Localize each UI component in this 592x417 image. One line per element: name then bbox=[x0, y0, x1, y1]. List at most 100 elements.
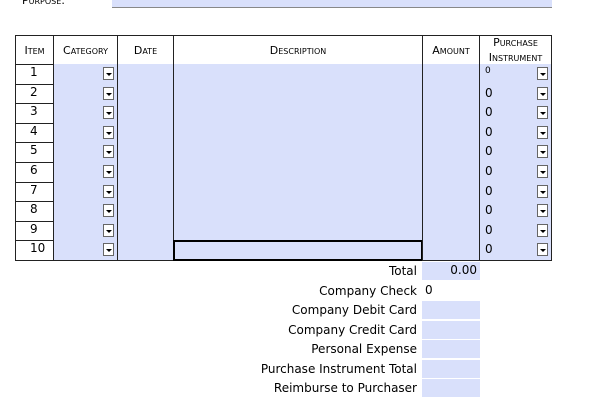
date-cell[interactable] bbox=[117, 220, 174, 242]
item-cell: 4 bbox=[15, 122, 54, 144]
description-cell[interactable] bbox=[173, 64, 423, 85]
summary-value[interactable] bbox=[422, 379, 480, 398]
amount-cell[interactable] bbox=[422, 201, 480, 222]
summary-value[interactable] bbox=[422, 301, 480, 320]
header-cell: Date bbox=[117, 35, 174, 65]
description-cell[interactable] bbox=[173, 162, 423, 183]
category-cell[interactable] bbox=[53, 201, 118, 222]
dropdown-arrow[interactable] bbox=[537, 243, 548, 257]
date-cell[interactable] bbox=[117, 64, 174, 85]
header-cell: Purchase Instrument bbox=[479, 35, 552, 65]
date-cell[interactable] bbox=[117, 83, 174, 105]
dropdown-arrow[interactable] bbox=[537, 145, 548, 159]
summary-value[interactable]: 0.00 bbox=[422, 262, 480, 281]
dropdown-arrow[interactable] bbox=[103, 125, 114, 139]
header-text: Purchase bbox=[493, 36, 538, 49]
dropdown-arrow[interactable] bbox=[103, 204, 114, 218]
summary-label: Total bbox=[388, 264, 417, 278]
instrument-cell[interactable]: 0 bbox=[479, 64, 552, 85]
category-cell[interactable] bbox=[53, 181, 118, 203]
dropdown-arrow[interactable] bbox=[537, 165, 548, 178]
summary-value[interactable] bbox=[422, 340, 480, 359]
dropdown-arrow[interactable] bbox=[103, 145, 114, 159]
category-cell[interactable] bbox=[53, 162, 118, 183]
summary-value[interactable] bbox=[422, 359, 480, 379]
header-cell: Amount bbox=[422, 35, 480, 65]
category-cell[interactable] bbox=[53, 142, 118, 163]
amount-cell[interactable] bbox=[422, 162, 480, 183]
instrument-cell[interactable]: 0 bbox=[479, 83, 552, 105]
category-cell[interactable] bbox=[53, 83, 118, 105]
date-cell[interactable] bbox=[117, 142, 174, 163]
date-cell[interactable] bbox=[117, 122, 174, 144]
purpose-field[interactable] bbox=[112, 0, 552, 8]
dropdown-arrow[interactable] bbox=[103, 243, 114, 257]
dropdown-arrow[interactable] bbox=[103, 223, 114, 237]
category-cell[interactable] bbox=[53, 103, 118, 124]
description-cell[interactable] bbox=[173, 122, 423, 144]
instrument-cell[interactable]: 0 bbox=[479, 220, 552, 242]
dropdown-arrow[interactable] bbox=[537, 106, 548, 120]
amount-cell[interactable] bbox=[422, 240, 480, 261]
date-cell[interactable] bbox=[117, 162, 174, 183]
description-cell[interactable] bbox=[173, 83, 423, 105]
dropdown-arrow[interactable] bbox=[103, 67, 114, 80]
item-cell: 10 bbox=[15, 240, 54, 261]
summary-label: Purchase Instrument Total bbox=[260, 361, 417, 376]
dropdown-arrow[interactable] bbox=[537, 184, 548, 198]
date-cell[interactable] bbox=[117, 240, 174, 261]
header-text: Category bbox=[63, 43, 108, 57]
category-cell[interactable] bbox=[53, 64, 118, 85]
description-cell[interactable] bbox=[173, 142, 423, 163]
header-text: Item bbox=[24, 43, 45, 57]
dropdown-arrow[interactable] bbox=[103, 165, 114, 178]
summary-label: Personal Expense bbox=[311, 342, 417, 356]
summary-value[interactable] bbox=[422, 320, 480, 340]
dropdown-arrow[interactable] bbox=[537, 67, 548, 80]
amount-cell[interactable] bbox=[422, 220, 480, 242]
amount-cell[interactable] bbox=[422, 122, 480, 144]
description-cell[interactable] bbox=[173, 220, 423, 242]
item-cell: 2 bbox=[15, 83, 54, 105]
date-cell[interactable] bbox=[117, 201, 174, 222]
item-cell: 6 bbox=[15, 162, 54, 183]
header-cell: Description bbox=[173, 35, 423, 65]
summary-value[interactable]: 0 bbox=[422, 281, 480, 301]
dropdown-arrow[interactable] bbox=[537, 223, 548, 237]
instrument-cell[interactable]: 0 bbox=[479, 201, 552, 222]
instrument-cell[interactable]: 0 bbox=[479, 240, 552, 261]
category-cell[interactable] bbox=[53, 240, 118, 261]
amount-cell[interactable] bbox=[422, 181, 480, 203]
dropdown-arrow[interactable] bbox=[537, 125, 548, 139]
amount-cell[interactable] bbox=[422, 64, 480, 85]
instrument-cell[interactable]: 0 bbox=[479, 142, 552, 163]
header-text: Description bbox=[269, 43, 327, 57]
date-cell[interactable] bbox=[117, 181, 174, 203]
date-cell[interactable] bbox=[117, 103, 174, 124]
dropdown-arrow[interactable] bbox=[103, 106, 114, 120]
dropdown-arrow[interactable] bbox=[103, 86, 114, 100]
description-cell[interactable] bbox=[173, 103, 423, 124]
amount-cell[interactable] bbox=[422, 103, 480, 124]
instrument-cell[interactable]: 0 bbox=[479, 122, 552, 144]
description-cell[interactable] bbox=[173, 240, 423, 261]
dropdown-arrow[interactable] bbox=[537, 204, 548, 218]
item-cell: 3 bbox=[15, 103, 54, 124]
amount-cell[interactable] bbox=[422, 83, 480, 105]
header-cell: Category bbox=[53, 35, 118, 65]
dropdown-arrow[interactable] bbox=[537, 86, 548, 100]
instrument-cell[interactable]: 0 bbox=[479, 181, 552, 203]
category-cell[interactable] bbox=[53, 122, 118, 144]
summary-label: Reimburse to Purchaser bbox=[273, 381, 417, 395]
instrument-cell[interactable]: 0 bbox=[479, 162, 552, 183]
header-text: Date bbox=[133, 43, 158, 57]
description-cell[interactable] bbox=[173, 181, 423, 203]
amount-cell[interactable] bbox=[422, 142, 480, 163]
header-text: Amount bbox=[432, 43, 470, 57]
instrument-cell[interactable]: 0 bbox=[479, 103, 552, 124]
description-cell[interactable] bbox=[173, 201, 423, 222]
item-cell: 7 bbox=[15, 181, 54, 203]
dropdown-arrow[interactable] bbox=[103, 184, 114, 198]
category-cell[interactable] bbox=[53, 220, 118, 242]
